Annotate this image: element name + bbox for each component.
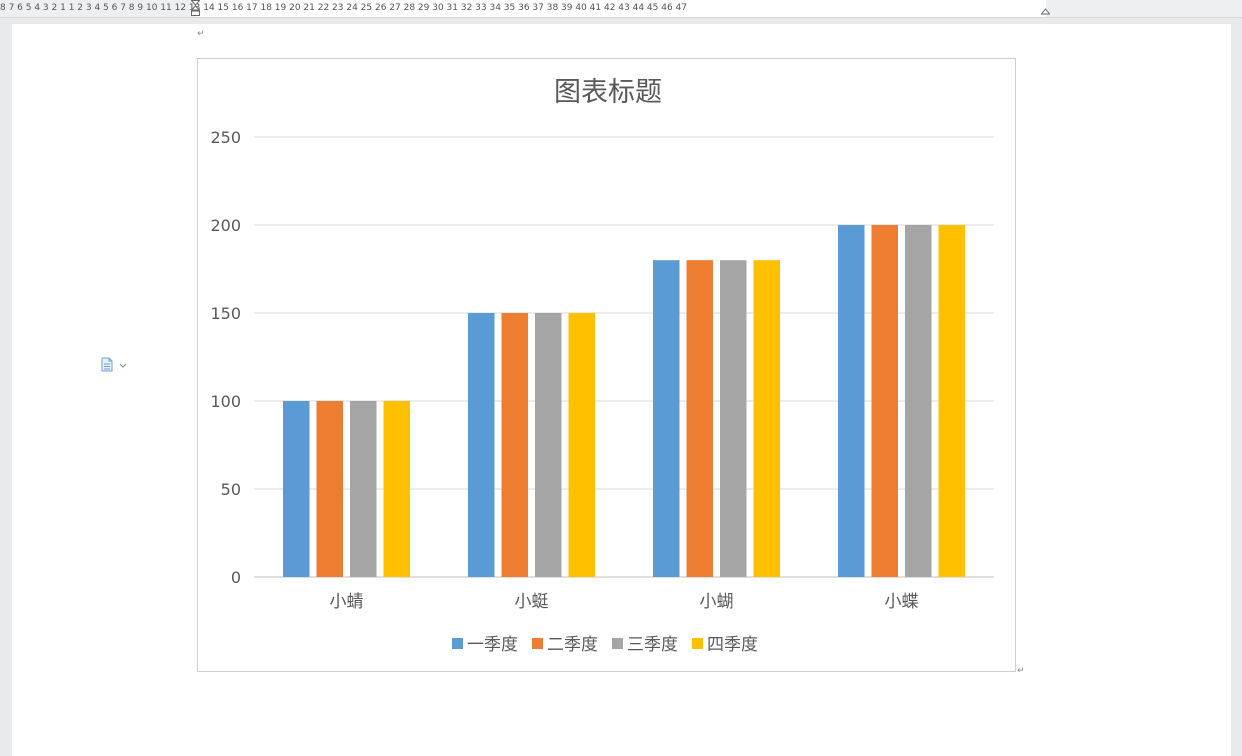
bar[interactable]: [753, 260, 781, 577]
bar[interactable]: [938, 225, 966, 577]
bar-chart[interactable]: 图表标题 0 50 100 150 200 250 小蜻 小蜓 小蝴 小蝶 一季度 二季度 三季度 四…: [198, 59, 1015, 671]
legend-swatch: [452, 638, 463, 649]
bar[interactable]: [535, 313, 562, 577]
y-tick-label: 0: [231, 568, 241, 587]
paragraph-mark: ↵: [1017, 666, 1025, 676]
x-tick-label: 小蝴: [700, 592, 734, 612]
x-tick-label: 小蝶: [885, 592, 919, 612]
legend-label[interactable]: 一季度: [467, 635, 518, 655]
y-tick-label: 150: [210, 304, 241, 323]
legend-swatch: [532, 638, 543, 649]
legend-label[interactable]: 四季度: [707, 635, 758, 655]
legend-label[interactable]: 二季度: [547, 635, 598, 655]
layout-options-icon: [101, 357, 127, 372]
legend[interactable]: 一季度 二季度 三季度 四季度: [452, 635, 758, 655]
bar[interactable]: [720, 260, 747, 577]
paragraph-mark: ↵: [197, 29, 205, 39]
y-tick-label: 100: [210, 392, 241, 411]
bar[interactable]: [316, 401, 344, 577]
ruler[interactable]: 8 7 6 5 4 3 2 1 1 2 3 4 5 6 7 8 9 10 11 …: [0, 0, 1242, 18]
chart-title[interactable]: 图表标题: [554, 77, 662, 108]
first-line-indent-marker[interactable]: [191, 0, 200, 16]
y-tick-label: 50: [221, 480, 241, 499]
bar[interactable]: [501, 313, 529, 577]
x-axis-labels: 小蜻 小蜓 小蝴 小蝶: [330, 592, 919, 612]
bar[interactable]: [350, 401, 377, 577]
y-axis-labels: 0 50 100 150 200 250: [210, 128, 241, 587]
bar[interactable]: [838, 225, 865, 577]
gridlines: [254, 136, 994, 578]
chevron-down-icon: [119, 363, 127, 368]
layout-options-button[interactable]: [100, 357, 130, 373]
bar[interactable]: [905, 225, 932, 577]
bar[interactable]: [468, 313, 495, 577]
bar[interactable]: [686, 260, 714, 577]
bars[interactable]: [283, 225, 965, 577]
y-tick-label: 250: [210, 128, 241, 147]
x-tick-label: 小蜻: [330, 592, 364, 612]
bar[interactable]: [871, 225, 899, 577]
bar[interactable]: [283, 401, 310, 577]
legend-swatch: [692, 638, 703, 649]
ruler-text-area: [196, 0, 1046, 17]
bar[interactable]: [568, 313, 596, 577]
legend-label[interactable]: 三季度: [627, 635, 678, 655]
right-indent-marker[interactable]: [1041, 0, 1050, 16]
bar[interactable]: [383, 401, 411, 577]
y-tick-label: 200: [210, 216, 241, 235]
x-tick-label: 小蜓: [515, 592, 549, 612]
legend-swatch: [612, 638, 623, 649]
bar[interactable]: [653, 260, 680, 577]
ruler-numbers: 8 7 6 5 4 3 2 1 1 2 3 4 5 6 7 8 9 10 11 …: [0, 3, 688, 13]
chart-container[interactable]: 图表标题 0 50 100 150 200 250 小蜻 小蜓 小蝴 小蝶 一季度 二季度 三季度 四…: [197, 58, 1016, 672]
